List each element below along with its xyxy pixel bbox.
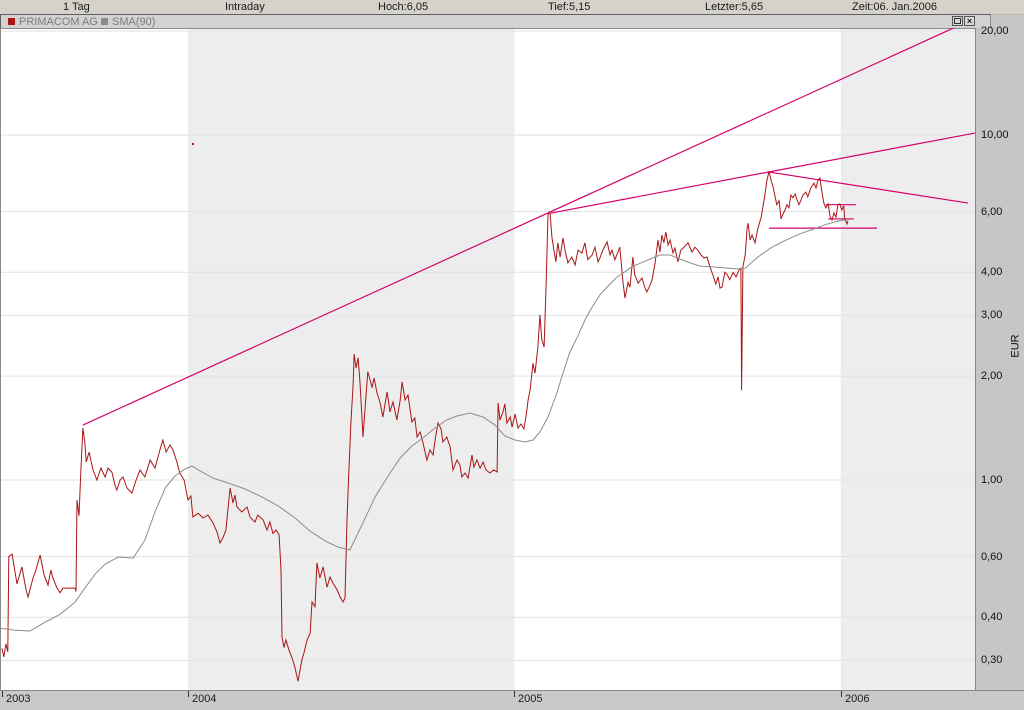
y-axis-label: 6,00 [981, 205, 1003, 218]
y-axis-label: 1,00 [981, 474, 1003, 486]
y-axis-label: 10,00 [981, 129, 1009, 141]
x-axis-tick [514, 691, 515, 697]
x-axis-label: 2005 [518, 693, 543, 705]
low-value: Tief:5,15 [548, 1, 591, 13]
info-bar: 1 Tag Intraday Hoch:6,05 Tief:5,15 Letzt… [0, 0, 1024, 15]
trendline-downtrend-from-sept-2005-high[interactable] [768, 171, 969, 204]
y-axis-label: 4,00 [981, 266, 1003, 279]
period-label: 1 Tag [63, 1, 90, 13]
high-value: Hoch:6,05 [378, 1, 429, 13]
trendline-major-uptrend[interactable] [82, 28, 975, 426]
x-axis-label: 2004 [192, 693, 217, 705]
x-axis-label: 2003 [6, 693, 31, 705]
time-value: Zeit:06. Jan.2006 [852, 1, 938, 13]
chart-plot-area[interactable] [0, 28, 976, 690]
y-axis-label: 3,00 [981, 309, 1003, 322]
y-axis-label: 20,00 [981, 25, 1009, 38]
trendline-resistance-from-2005-high[interactable] [550, 132, 975, 214]
y-axis-label: 0,60 [981, 550, 1003, 563]
price-axis: 20,00 10,00 6,00 4,00 3,00 2,00 1,00 0,60 0,40 0,… [976, 25, 1024, 690]
x-axis-tick [188, 691, 189, 697]
y-axis-label: 2,00 [981, 370, 1003, 383]
legend-label: SMA(90) [112, 15, 156, 28]
close-window-button[interactable]: × [964, 16, 975, 26]
year-band [188, 28, 515, 690]
legend-label: PRIMACOM AG [19, 15, 98, 28]
chart-canvas [0, 28, 975, 690]
close-icon: × [966, 16, 973, 26]
legend-bar: PRIMACOM AG SMA(90) × [0, 14, 991, 28]
series-primacom-ag [1, 171, 849, 682]
chart-type-label: Intraday [225, 1, 265, 13]
last-value: Letzter:5,65 [705, 1, 764, 13]
price-mark [191, 142, 194, 145]
restore-icon [954, 18, 961, 24]
series-swatch-icon [101, 18, 108, 25]
series-sma-90- [0, 218, 849, 632]
price-axis-unit: EUR [1009, 334, 1022, 358]
series-swatch-icon [8, 18, 15, 25]
legend-item-primacom[interactable]: PRIMACOM AG [8, 15, 98, 28]
y-axis-label: 0,40 [981, 611, 1003, 624]
y-axis-label: 0,30 [981, 654, 1003, 667]
x-axis-tick [2, 691, 3, 697]
x-axis-tick [841, 691, 842, 697]
year-band [840, 28, 975, 690]
time-axis: 2003 2004 2005 2006 [0, 690, 1024, 710]
restore-window-button[interactable] [952, 16, 963, 26]
legend-item-sma[interactable]: SMA(90) [101, 15, 155, 28]
x-axis-label: 2006 [845, 693, 870, 705]
